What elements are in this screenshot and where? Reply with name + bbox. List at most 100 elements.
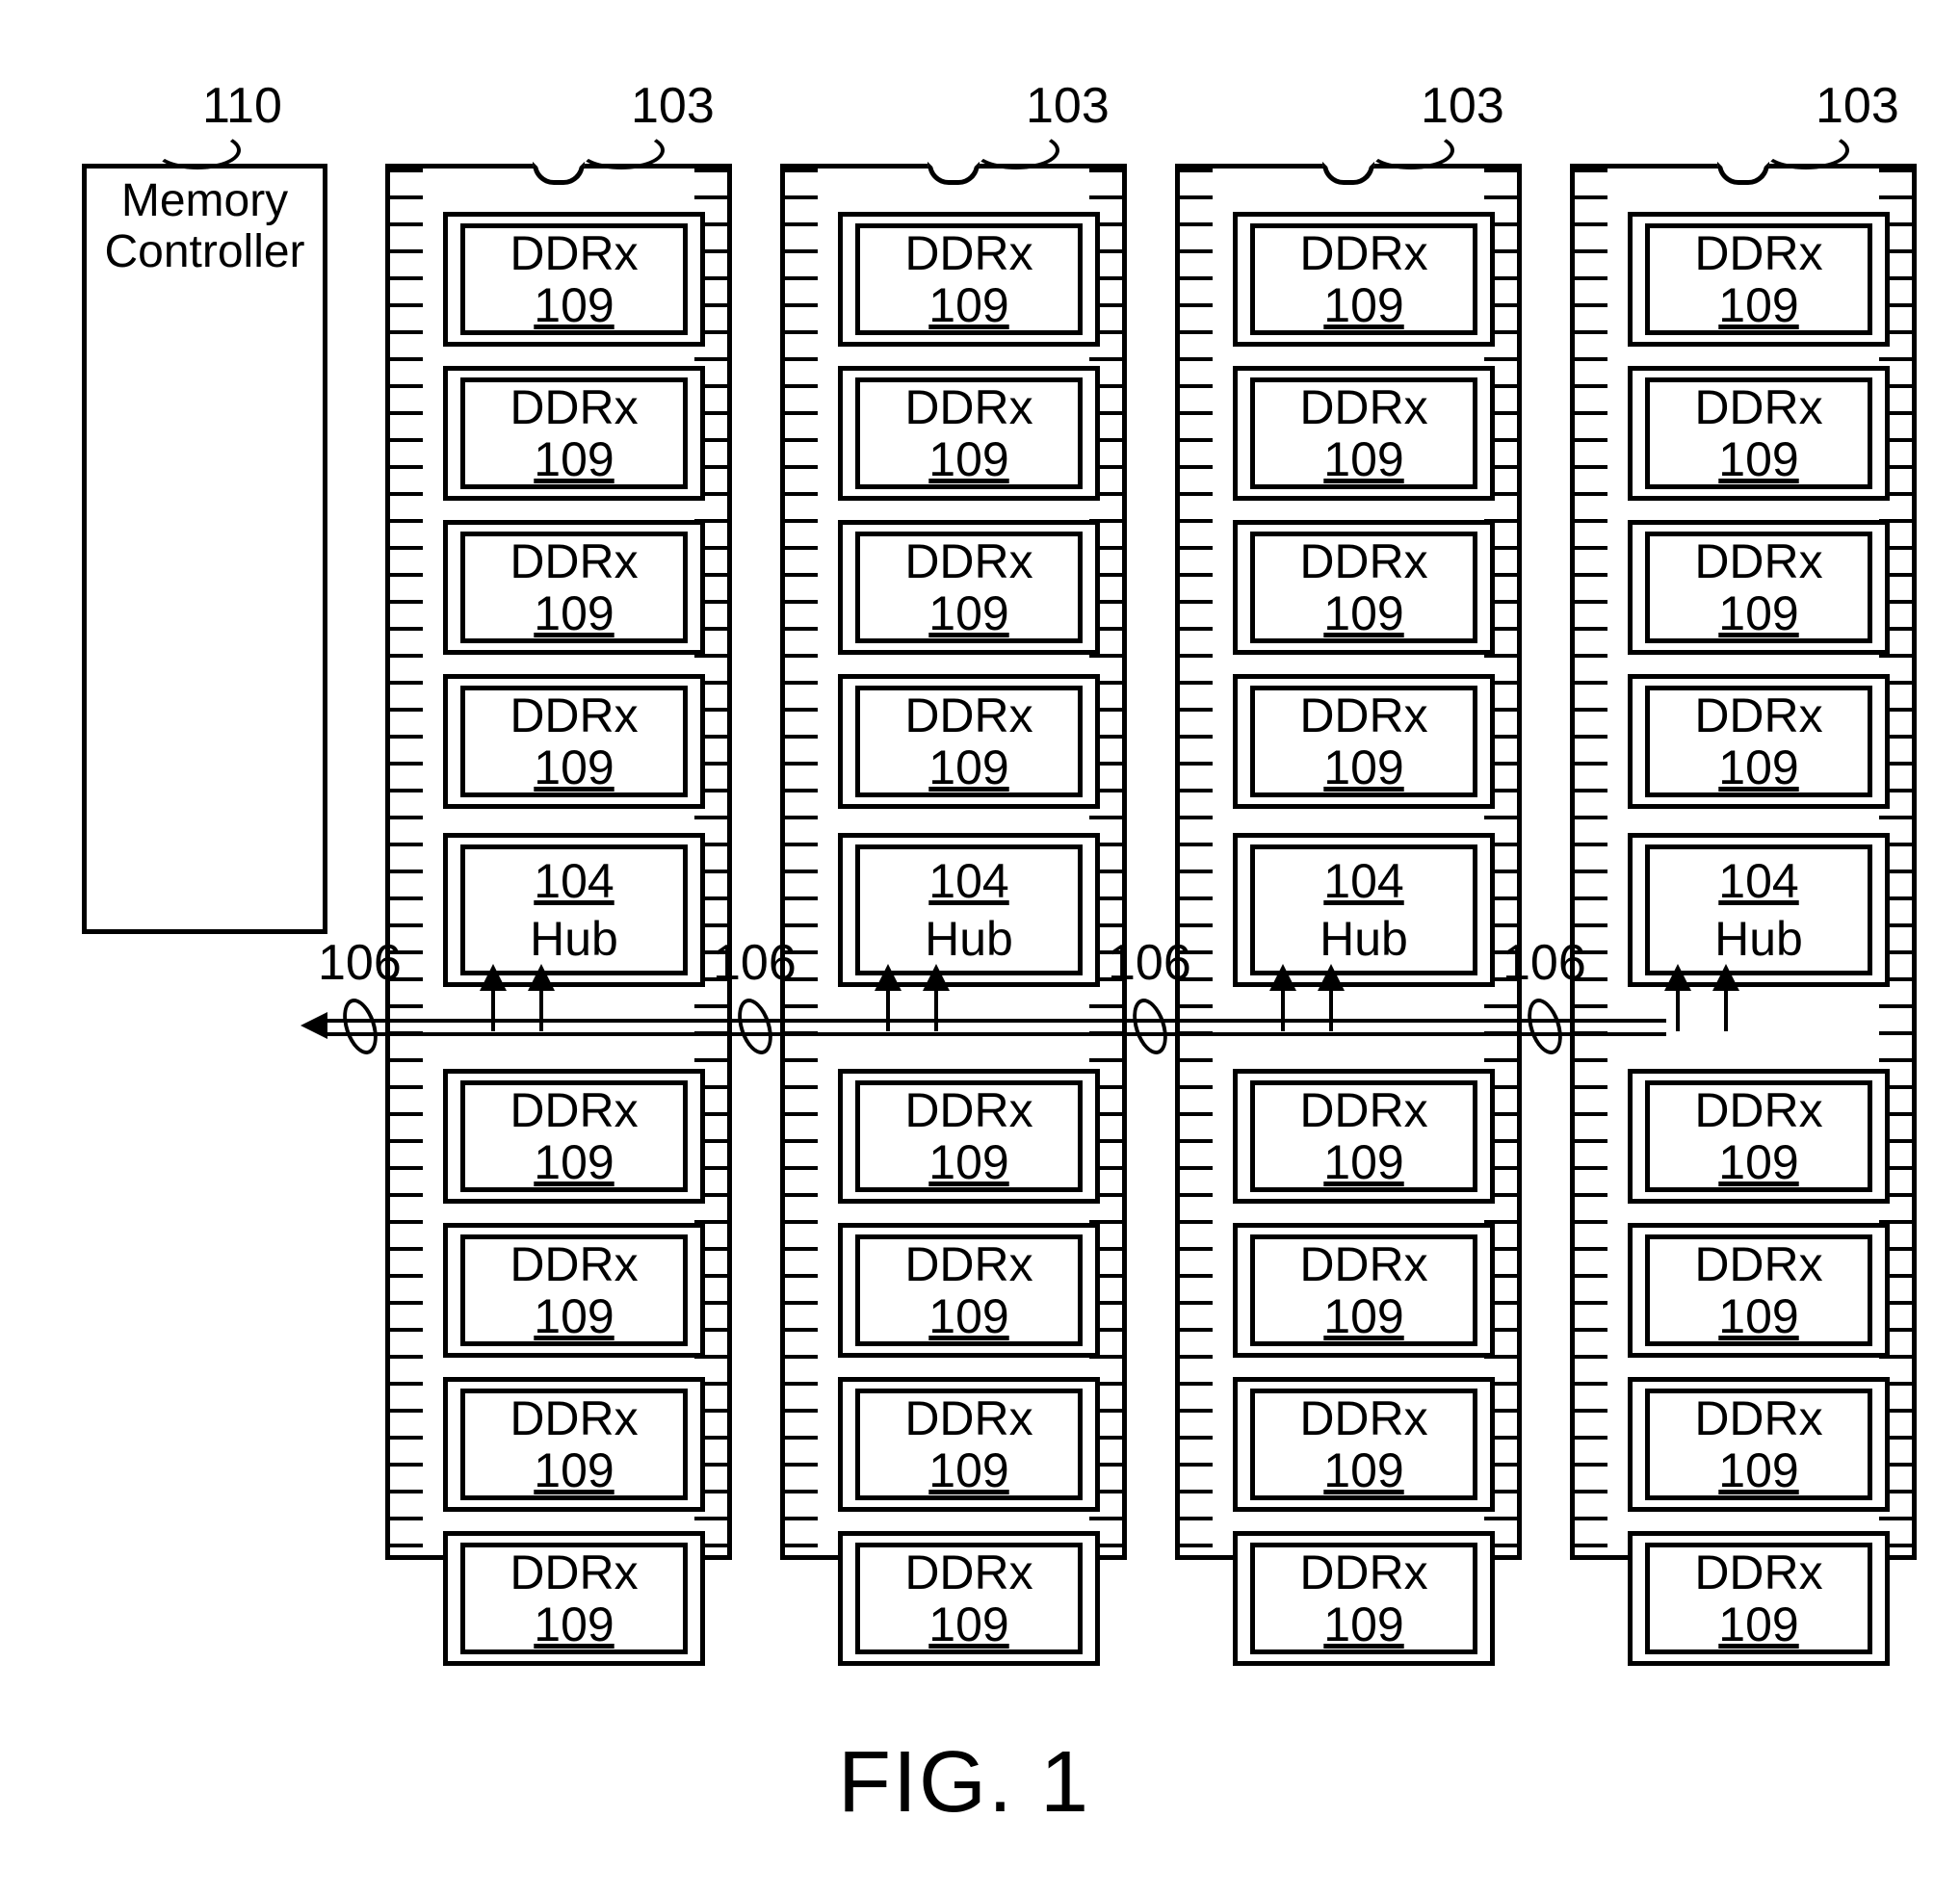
chip-number: 109 [1718,1291,1798,1342]
chip-label: DDRx [1299,690,1427,741]
chip-number: 109 [1323,434,1403,485]
chip-label: DDRx [904,690,1032,741]
bus-rail-top [327,1019,1666,1023]
ddrx-chip: DDRx109 [460,686,688,797]
chip-label: DDRx [1694,1239,1822,1290]
chip-number: 109 [534,434,614,485]
hub-number: 104 [534,853,614,909]
chip-label: DDRx [510,228,638,279]
chip-label: DDRx [904,382,1032,433]
bus-callout-number: 106 [1503,934,1586,992]
chip-number: 109 [928,742,1008,793]
chip-label: DDRx [510,382,638,433]
chip-number: 109 [534,1291,614,1342]
chip-number: 109 [1323,1137,1403,1188]
hub-label: Hub [925,911,1013,967]
chip-label: DDRx [510,1393,638,1444]
ddrx-chip: DDRx109 [855,1234,1083,1346]
ddrx-chip: DDRx109 [1250,1234,1477,1346]
chip-label: DDRx [1694,536,1822,587]
ddrx-chip: DDRx109 [460,1389,688,1500]
hub-chip: 104Hub [1250,844,1477,975]
bus-uplink-line [1329,987,1333,1031]
chip-number: 109 [1718,588,1798,639]
bus-uplink-line [1676,987,1680,1031]
chip-number: 109 [1718,280,1798,331]
chip-label: DDRx [1299,1547,1427,1598]
chip-number: 109 [534,742,614,793]
chip-number: 109 [928,1137,1008,1188]
chip-label: DDRx [1299,1393,1427,1444]
ddrx-chip: DDRx109 [1645,1234,1872,1346]
dimm-callout-number: 103 [1026,77,1110,135]
ddrx-chip: DDRx109 [1250,1543,1477,1654]
bus-uplink-arrow-icon [528,964,555,991]
ddrx-chip: DDRx109 [1250,377,1477,489]
chip-label: DDRx [510,536,638,587]
chip-label: DDRx [1694,1547,1822,1598]
chip-label: DDRx [904,1085,1032,1136]
hub-chip: 104Hub [1645,844,1872,975]
chip-label: DDRx [510,1085,638,1136]
ddrx-chip: DDRx109 [1645,377,1872,489]
ddrx-chip: DDRx109 [855,1080,1083,1192]
ddrx-chip: DDRx109 [460,1080,688,1192]
bus-callout-number: 106 [318,934,402,992]
figure-root: MemoryController110DDRx109DDRx109DDRx109… [39,39,1921,1857]
chip-label: DDRx [1299,382,1427,433]
bus-callout-number: 106 [1108,934,1191,992]
dimm-callout-number: 103 [1816,77,1899,135]
hub-number: 104 [1323,853,1403,909]
hub-number: 104 [928,853,1008,909]
memory-controller-box: MemoryController [82,164,327,934]
bus-arrow-left-icon [301,1012,327,1039]
chip-label: DDRx [510,1547,638,1598]
chip-number: 109 [534,588,614,639]
chip-label: DDRx [1694,1085,1822,1136]
dimm-module: DDRx109DDRx109DDRx109DDRx109104HubDDRx10… [780,164,1127,1560]
chip-label: DDRx [510,1239,638,1290]
ddrx-chip: DDRx109 [855,377,1083,489]
ddrx-chip: DDRx109 [1250,1389,1477,1500]
chip-label: DDRx [1694,1393,1822,1444]
dimm-module: DDRx109DDRx109DDRx109DDRx109104HubDDRx10… [385,164,732,1560]
ddrx-chip: DDRx109 [1250,532,1477,643]
controller-callout-leader [154,131,241,169]
chip-number: 109 [1323,742,1403,793]
dimm-module: DDRx109DDRx109DDRx109DDRx109104HubDDRx10… [1175,164,1522,1560]
bus-uplink-arrow-icon [1269,964,1296,991]
ddrx-chip: DDRx109 [1645,686,1872,797]
ddrx-chip: DDRx109 [460,377,688,489]
bus-uplink-arrow-icon [1318,964,1345,991]
bus-uplink-line [934,987,938,1031]
bus-uplink-line [539,987,543,1031]
hub-chip: 104Hub [855,844,1083,975]
ddrx-chip: DDRx109 [855,532,1083,643]
ddrx-chip: DDRx109 [460,223,688,335]
bus-uplink-line [1724,987,1728,1031]
memory-controller-label: MemoryController [87,169,323,278]
chip-label: DDRx [1694,228,1822,279]
ddrx-chip: DDRx109 [855,686,1083,797]
bus-uplink-arrow-icon [1712,964,1739,991]
ddrx-chip: DDRx109 [1250,1080,1477,1192]
dimm-callout-leader [1368,131,1454,169]
ddrx-chip: DDRx109 [1250,686,1477,797]
bus-uplink-arrow-icon [923,964,950,991]
chip-label: DDRx [1694,690,1822,741]
hub-number: 104 [1718,853,1798,909]
chip-number: 109 [534,1137,614,1188]
ddrx-chip: DDRx109 [855,1543,1083,1654]
ddrx-chip: DDRx109 [855,1389,1083,1500]
chip-label: DDRx [510,690,638,741]
bus-rail-bottom [327,1032,1666,1036]
dimm-edge-ticks-left [785,169,818,1555]
dimm-callout-leader [973,131,1059,169]
ddrx-chip: DDRx109 [1645,1080,1872,1192]
dimm-callout-number: 103 [1421,77,1504,135]
chip-number: 109 [1323,1445,1403,1496]
dimm-edge-ticks-left [1180,169,1213,1555]
controller-title-line2: Controller [104,226,304,277]
bus-uplink-line [491,987,495,1031]
dimm-edge-ticks-left [390,169,423,1555]
